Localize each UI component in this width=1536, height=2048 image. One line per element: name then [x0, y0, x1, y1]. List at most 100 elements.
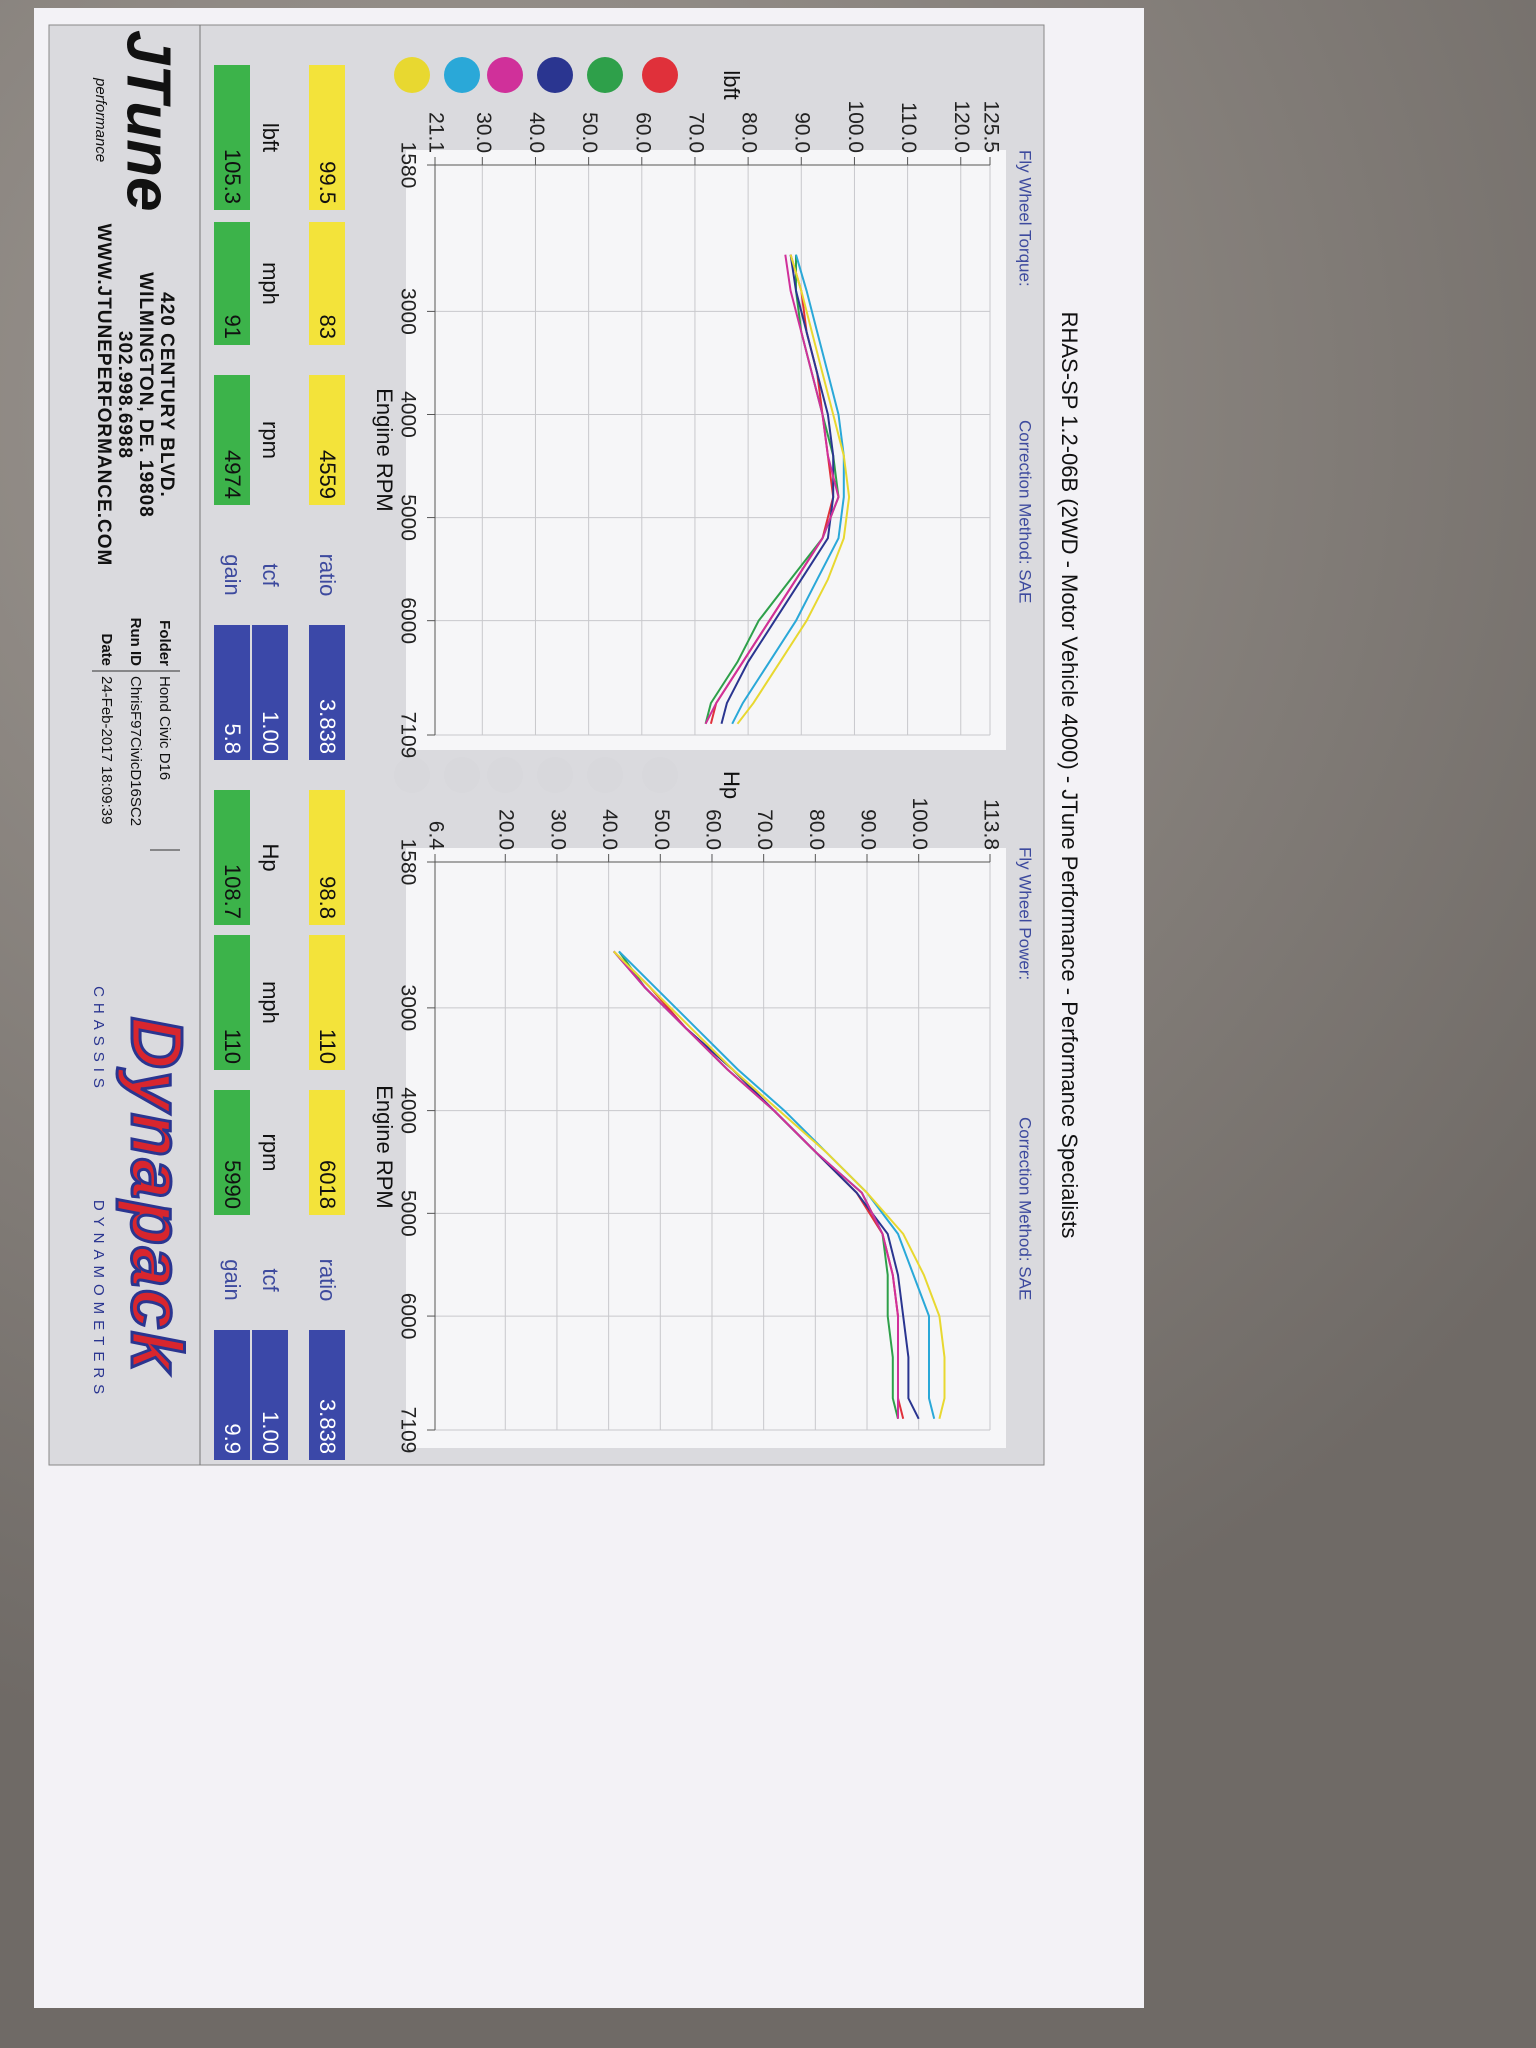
correction-method: Correction Method: SAE — [1016, 1117, 1035, 1300]
readout-text: mph — [258, 981, 283, 1024]
x-tick-label: 6000 — [396, 1293, 419, 1340]
series-line — [613, 950, 899, 1419]
plot-panel — [406, 150, 1006, 750]
y-axis-label: lbft — [719, 70, 744, 99]
readout-box — [309, 1090, 345, 1215]
readout-text: 110 — [315, 1029, 340, 1064]
readout-text: tcf — [258, 563, 283, 587]
y-tick-label: 30.0 — [546, 809, 569, 850]
readout-text: 110 — [220, 1029, 245, 1064]
readout-box — [252, 625, 288, 760]
address-line: 420 CENTURY BLVD. — [156, 292, 177, 498]
readout-text: 1.00 — [258, 1411, 283, 1454]
x-tick-label: 4000 — [396, 391, 419, 438]
subtitle: Fly Wheel Power: — [1016, 847, 1035, 980]
legend-swatch — [642, 57, 678, 93]
readout-text: 83 — [315, 315, 340, 339]
x-tick-label: 4000 — [396, 1087, 419, 1134]
y-tick-label: 70.0 — [753, 809, 776, 850]
readout-box — [214, 790, 250, 925]
y-tick-label: 80.0 — [738, 112, 761, 153]
y-tick-label: 20.0 — [495, 809, 518, 850]
x-tick-label: 1580 — [396, 839, 419, 886]
readout-box — [214, 935, 250, 1070]
readout-text: rpm — [258, 421, 283, 459]
correction-method: Correction Method: SAE — [1016, 420, 1035, 603]
y-tick-label: 60.0 — [631, 112, 654, 153]
legend-swatch — [487, 57, 523, 93]
readout-text: 108.7 — [220, 864, 245, 919]
x-tick-label: 3000 — [396, 985, 419, 1032]
readout-box — [309, 375, 345, 505]
y-tick-label: 30.0 — [472, 112, 495, 153]
series-line — [704, 254, 840, 725]
shop-logo: JTune — [114, 30, 183, 211]
readout-text: 5990 — [220, 1160, 245, 1209]
page-title: RHAS-SP 1.2-06B (2WD - Motor Vehicle 400… — [1057, 312, 1082, 1239]
readout-text: 1.00 — [258, 711, 283, 754]
legend-swatch — [537, 57, 573, 93]
readout-box — [214, 1090, 250, 1215]
brand-tagline: DYNAMOMETERS — [90, 1200, 107, 1400]
y-tick-label: 50.0 — [578, 112, 601, 153]
readout-text: 4559 — [315, 450, 340, 499]
y-tick-label: 70.0 — [684, 112, 707, 153]
info-value: 24-Feb-2017 18:09:39 — [98, 676, 115, 824]
x-axis-label: Engine RPM — [372, 1085, 397, 1209]
legend-swatch — [537, 757, 573, 793]
plot-panel — [406, 848, 1006, 1448]
x-tick-label: 1580 — [396, 142, 419, 189]
readout-text: lbft — [258, 123, 283, 152]
readout-text: 3.838 — [315, 1399, 340, 1454]
y-tick-label: 100.0 — [844, 100, 867, 153]
readout-text: tcf — [258, 1268, 283, 1292]
readout-text: 6018 — [315, 1160, 340, 1209]
readout-box — [309, 222, 345, 345]
address-line: WWW.JTUNEPERFORMANCE.COM — [93, 224, 114, 567]
readout-text: 3.838 — [315, 699, 340, 754]
info-label: Folder — [156, 620, 173, 666]
readout-box — [214, 222, 250, 345]
legend-swatch — [587, 757, 623, 793]
y-tick-label: 100.0 — [908, 797, 931, 850]
readout-text: Hp — [258, 843, 283, 871]
subtitle: Fly Wheel Torque: — [1016, 150, 1035, 287]
y-tick-label: 50.0 — [650, 809, 673, 850]
readout-text: ratio — [315, 554, 340, 597]
readout-box — [214, 625, 250, 760]
readout-text: 5.8 — [220, 723, 245, 754]
x-tick-label: 5000 — [396, 494, 419, 541]
readout-box — [309, 65, 345, 210]
legend-swatch — [394, 757, 430, 793]
y-tick-label: 80.0 — [805, 809, 828, 850]
readout-box — [309, 625, 345, 760]
readout-text: 105.3 — [220, 149, 245, 204]
readout-text: 99.5 — [315, 161, 340, 204]
legend-swatch — [394, 57, 430, 93]
info-value: Hond Civic D16 — [156, 676, 173, 780]
address-line: WILMINGTON, DE. 19808 — [135, 272, 156, 518]
readout-text: ratio — [315, 1259, 340, 1302]
readout-text: 91 — [220, 315, 245, 339]
readout-text: 98.8 — [315, 876, 340, 919]
readout-text: mph — [258, 262, 283, 305]
info-label: Date — [98, 633, 115, 666]
y-tick-label: 40.0 — [525, 112, 548, 153]
address-line: 302.998.6988 — [114, 331, 135, 459]
y-tick-label: 21.1 — [424, 112, 447, 153]
brand-name: Dynapack — [116, 1017, 196, 1375]
x-axis-label: Engine RPM — [372, 388, 397, 512]
y-tick-label: 125.5 — [979, 100, 1002, 153]
readout-box — [309, 1330, 345, 1460]
info-label: Run ID — [127, 618, 144, 666]
x-tick-label: 5000 — [396, 1190, 419, 1237]
readout-text: gain — [220, 554, 245, 596]
series-line — [731, 254, 845, 725]
y-tick-label: 90.0 — [791, 112, 814, 153]
y-tick-label: 120.0 — [950, 100, 973, 153]
y-tick-label: 110.0 — [897, 102, 920, 153]
readout-text: gain — [220, 1259, 245, 1301]
